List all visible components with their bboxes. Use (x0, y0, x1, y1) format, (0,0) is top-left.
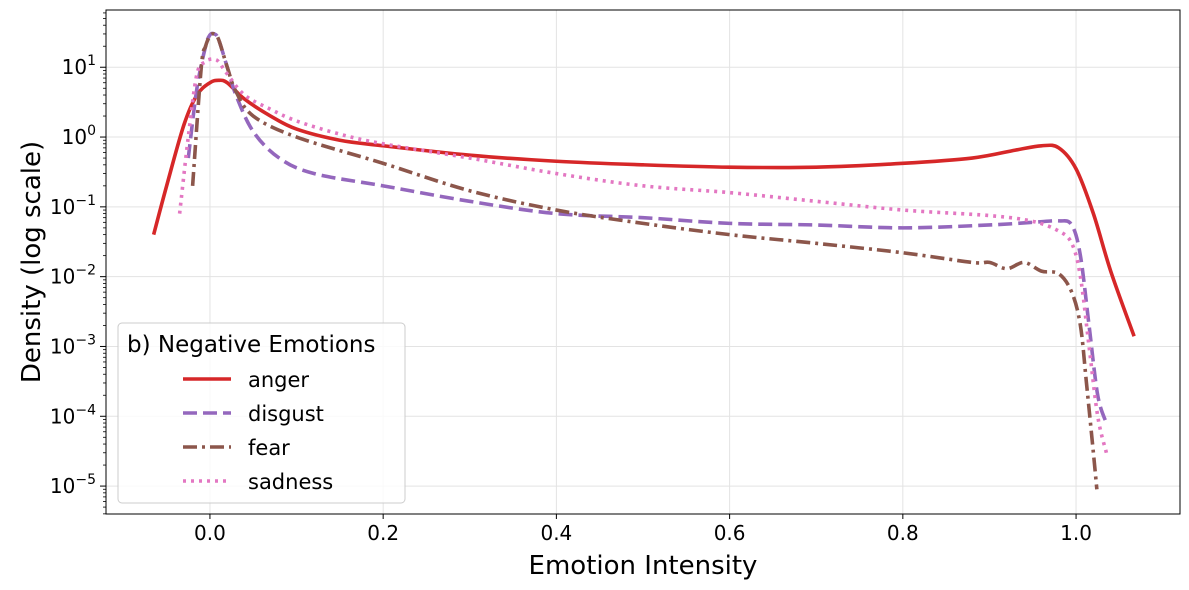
series-lines (151, 31, 1136, 490)
x-tick-label: 0.6 (714, 521, 746, 545)
y-tick-label: 10−3 (50, 332, 96, 358)
y-tick-exponent: −1 (75, 193, 96, 209)
y-tick-label: 101 (62, 53, 96, 79)
y-tick-base: 10 (50, 195, 75, 219)
legend[interactable]: b) Negative Emotions anger disgust fear sad… (117, 322, 406, 504)
series-line-sadness (177, 57, 1109, 454)
x-tick-label: 0.8 (887, 521, 919, 545)
legend-title: b) Negative Emotions (127, 332, 375, 358)
series-line-fear (190, 31, 1099, 490)
series-line-disgust (186, 31, 1109, 424)
y-tick-base: 10 (62, 125, 87, 149)
y-tick-exponent: −3 (75, 332, 96, 348)
y-tick-base: 10 (50, 334, 75, 358)
y-axis-label: Density (log scale) (17, 141, 47, 383)
legend-box (117, 322, 406, 504)
legend-label-disgust: disgust (248, 402, 324, 426)
y-tick-label: 10−5 (50, 472, 96, 498)
x-tick-label: 0.0 (194, 521, 226, 545)
series-line-anger (151, 78, 1136, 337)
y-tick-exponent: −2 (75, 263, 96, 279)
y-tick-exponent: −4 (75, 402, 96, 418)
y-tick-label: 100 (62, 123, 96, 149)
y-tick-exponent: −5 (75, 472, 96, 488)
x-tick-label: 1.0 (1060, 521, 1092, 545)
legend-label-fear: fear (248, 436, 290, 460)
x-tick-label: 0.4 (540, 521, 572, 545)
y-tick-base: 10 (50, 474, 75, 498)
y-tick-exponent: 0 (87, 123, 96, 139)
legend-label-sadness: sadness (248, 470, 333, 494)
y-tick-label: 10−4 (50, 402, 96, 428)
legend-label-anger: anger (248, 368, 309, 392)
plot-frame (105, 9, 1181, 515)
y-tick-label: 10−2 (50, 263, 96, 289)
y-tick-base: 10 (50, 265, 75, 289)
y-tick-base: 10 (50, 404, 75, 428)
y-tick-base: 10 (62, 55, 87, 79)
y-tick-label: 10−1 (50, 193, 96, 219)
x-tick-label: 0.2 (367, 521, 399, 545)
x-axis-ticks: 0.0 0.2 0.4 0.6 0.8 1.0 (194, 514, 1092, 545)
y-tick-exponent: 1 (87, 53, 96, 69)
x-axis-label: Emotion Intensity (529, 551, 758, 581)
